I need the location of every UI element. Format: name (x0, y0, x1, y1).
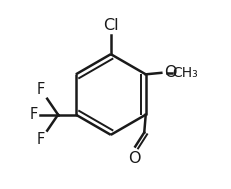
Text: CH₃: CH₃ (172, 66, 198, 80)
Text: F: F (37, 132, 45, 147)
Text: Cl: Cl (103, 18, 119, 33)
Text: O: O (128, 151, 140, 166)
Text: F: F (29, 107, 37, 122)
Text: O: O (164, 65, 177, 80)
Text: F: F (37, 82, 45, 97)
